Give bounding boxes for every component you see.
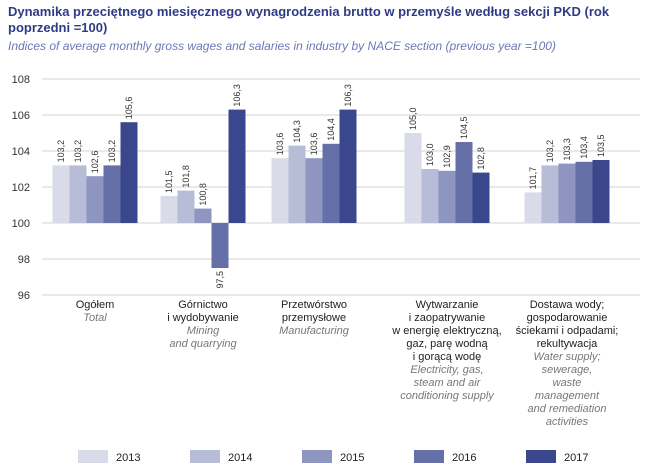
category-label: gospodarowanie xyxy=(527,312,608,324)
legend-label: 2015 xyxy=(340,452,364,464)
bar-2015 xyxy=(558,163,576,223)
category-label-en: sewerage, xyxy=(542,364,593,376)
bar-2017 xyxy=(120,122,138,223)
y-tick-label: 98 xyxy=(18,254,30,266)
data-label: 101,5 xyxy=(164,170,174,193)
bar-2015 xyxy=(194,208,212,223)
data-label: 105,6 xyxy=(124,97,134,120)
data-label: 103,2 xyxy=(73,140,83,163)
data-label: 103,5 xyxy=(596,134,606,157)
category-label: przemysłowe xyxy=(282,312,346,324)
legend-label: 2014 xyxy=(228,452,252,464)
bar-2017 xyxy=(472,172,490,223)
bar-2014 xyxy=(288,145,306,223)
category-label: Ogółem xyxy=(76,299,115,311)
bar-2013 xyxy=(271,158,289,223)
chart-title: Dynamika przeciętnego miesięcznego wynag… xyxy=(8,4,610,35)
data-label: 105,0 xyxy=(408,107,418,130)
data-label: 103,0 xyxy=(425,143,435,166)
category-label-en: conditioning supply xyxy=(400,390,495,402)
bar-2015 xyxy=(86,176,104,223)
data-label: 103,6 xyxy=(275,133,285,156)
bar-2016 xyxy=(455,142,473,223)
data-label: 104,4 xyxy=(326,118,336,141)
legend-swatch-2015 xyxy=(302,450,332,463)
bar-2013 xyxy=(52,165,70,223)
data-label: 101,8 xyxy=(181,165,191,188)
bar-2013 xyxy=(404,133,422,223)
legend-label: 2017 xyxy=(564,452,588,464)
category-label-en: activities xyxy=(546,416,589,428)
category-label: i gorącą wodę xyxy=(413,351,482,363)
category-label-en: Water supply; xyxy=(533,351,600,363)
legend-label: 2013 xyxy=(116,452,140,464)
data-label: 102,8 xyxy=(476,147,486,170)
category-label: i wydobywanie xyxy=(167,312,239,324)
category-label: i zaopatrywanie xyxy=(409,312,485,324)
bar-2013 xyxy=(160,196,178,223)
category-label-en: Manufacturing xyxy=(279,325,350,337)
data-label: 103,2 xyxy=(56,140,66,163)
data-label: 102,9 xyxy=(442,145,452,168)
data-label: 103,4 xyxy=(579,136,589,159)
data-label: 101,7 xyxy=(528,167,538,190)
legend-swatch-2016 xyxy=(414,450,444,463)
bar-2013 xyxy=(524,192,542,223)
data-label: 106,3 xyxy=(232,84,242,107)
category-label-en: Electricity, gas, xyxy=(410,364,483,376)
bar-2016 xyxy=(322,143,340,223)
bar-2016 xyxy=(575,161,593,223)
category-label-en: Mining xyxy=(187,325,220,337)
legend-swatch-2014 xyxy=(190,450,220,463)
category-label-en: and quarrying xyxy=(169,338,237,350)
bar-2014 xyxy=(69,165,87,223)
bar-2014 xyxy=(177,190,195,223)
data-label: 104,3 xyxy=(292,120,302,143)
bar-2017 xyxy=(228,109,246,223)
category-label: rekultywacja xyxy=(537,338,598,350)
bar-2015 xyxy=(305,158,323,223)
data-label: 106,3 xyxy=(343,84,353,107)
category-label: w energię elektryczną, xyxy=(391,325,501,337)
category-label-en: Total xyxy=(83,312,107,324)
category-label-en: and remediation xyxy=(528,403,607,415)
data-label: 104,5 xyxy=(459,116,469,139)
bar-2017 xyxy=(592,160,610,223)
data-label: 103,3 xyxy=(562,138,572,161)
legend-label: 2016 xyxy=(452,452,476,464)
chart-subtitle: Indices of average monthly gross wages a… xyxy=(8,39,556,53)
bar-2015 xyxy=(438,170,456,223)
category-label: ściekami i odpadami; xyxy=(516,325,619,337)
y-tick-label: 108 xyxy=(12,74,30,86)
category-label-en: waste xyxy=(553,377,582,389)
y-tick-label: 100 xyxy=(12,218,30,230)
data-label: 103,2 xyxy=(107,140,117,163)
category-label-en: steam and air xyxy=(414,377,482,389)
data-label: 103,6 xyxy=(309,133,319,156)
bar-2016 xyxy=(211,223,229,268)
legend-swatch-2017 xyxy=(526,450,556,463)
y-tick-label: 102 xyxy=(12,182,30,194)
data-label: 100,8 xyxy=(198,183,208,206)
category-label-en: management xyxy=(535,390,600,402)
y-tick-label: 106 xyxy=(12,110,30,122)
category-label: Dostawa wody; xyxy=(530,299,605,311)
category-label: Wytwarzanie xyxy=(416,299,479,311)
bar-2017 xyxy=(339,109,357,223)
bar-2016 xyxy=(103,165,121,223)
y-tick-label: 104 xyxy=(12,146,30,158)
category-label: gaz, parę wodną xyxy=(406,338,488,350)
category-label: Przetwórstwo xyxy=(281,299,347,311)
legend-swatch-2013 xyxy=(78,450,108,463)
data-label: 103,2 xyxy=(545,140,555,163)
data-label: 97,5 xyxy=(215,271,225,289)
bar-2014 xyxy=(541,165,559,223)
bar-2014 xyxy=(421,169,439,223)
data-label: 102,6 xyxy=(90,151,100,174)
y-tick-label: 96 xyxy=(18,290,30,302)
category-label: Górnictwo xyxy=(178,299,228,311)
